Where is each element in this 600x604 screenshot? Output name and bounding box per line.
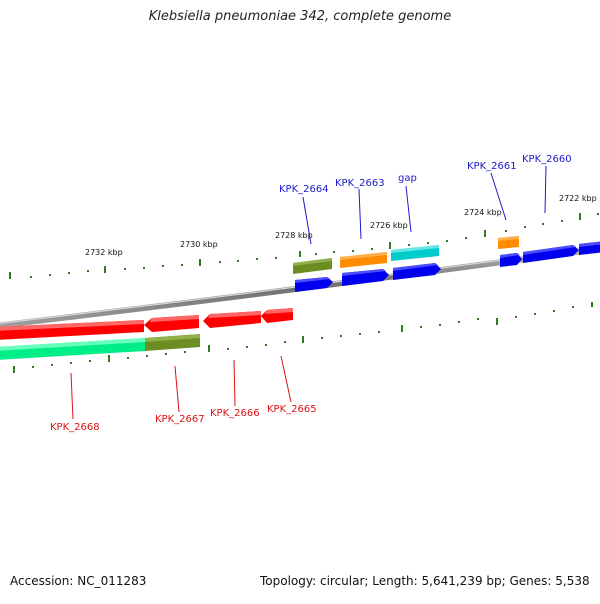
gene-kpk-2668-red[interactable] — [0, 320, 144, 340]
accession-text: Accession: NC_011283 — [10, 574, 147, 588]
scale-label-2726: 2726 kbp — [370, 221, 408, 230]
topology-text: Topology: circular; Length: 5,641,239 bp… — [260, 574, 590, 588]
gene-kpk-2664-blue[interactable] — [295, 277, 333, 292]
scale-label-2728: 2728 kbp — [275, 231, 313, 240]
feature-kpk-2668-green[interactable] — [0, 338, 145, 360]
feature-kpk-2661-orange[interactable] — [498, 236, 519, 249]
gene-kpk-2666-red[interactable] — [203, 311, 261, 328]
label-kpk-2668: KPK_2668 — [50, 422, 100, 433]
label-kpk-2660: KPK_2660 — [522, 154, 572, 165]
upper-callout-lines — [302, 165, 547, 245]
scale-label-2732: 2732 kbp — [85, 248, 123, 257]
gene-kpk-2667-red[interactable] — [144, 315, 199, 332]
upper-scale-ticks — [9, 213, 599, 279]
scale-label-2730: 2730 kbp — [180, 240, 218, 249]
gene-kpk-2661-blue[interactable] — [500, 253, 522, 267]
gene-kpk-2663-blue[interactable] — [342, 269, 389, 286]
label-gap: gap — [398, 173, 417, 184]
gene-gap-blue[interactable] — [393, 263, 441, 280]
scale-label-2722: 2722 kbp — [559, 194, 597, 203]
label-kpk-2665: KPK_2665 — [267, 404, 317, 415]
label-kpk-2664: KPK_2664 — [279, 184, 329, 195]
label-kpk-2667: KPK_2667 — [155, 414, 205, 425]
lower-callout-lines — [70, 355, 292, 420]
gene-right-edge-blue[interactable] — [579, 241, 600, 255]
label-kpk-2663: KPK_2663 — [335, 178, 385, 189]
feature-gap-cyan[interactable] — [391, 245, 439, 261]
gene-kpk-2660-blue[interactable] — [523, 245, 579, 263]
gene-kpk-2665-red[interactable] — [261, 308, 293, 323]
label-kpk-2666: KPK_2666 — [210, 408, 260, 419]
lower-scale-ticks — [13, 302, 593, 373]
scale-label-2724: 2724 kbp — [464, 208, 502, 217]
label-kpk-2661: KPK_2661 — [467, 161, 517, 172]
feature-kpk-2663-orange[interactable] — [340, 252, 387, 268]
feature-kpk-2664-olive[interactable] — [293, 258, 332, 274]
feature-kpk-2667-olive[interactable] — [145, 334, 200, 351]
map-title: Klebsiella pneumoniae 342, complete geno… — [148, 9, 452, 24]
